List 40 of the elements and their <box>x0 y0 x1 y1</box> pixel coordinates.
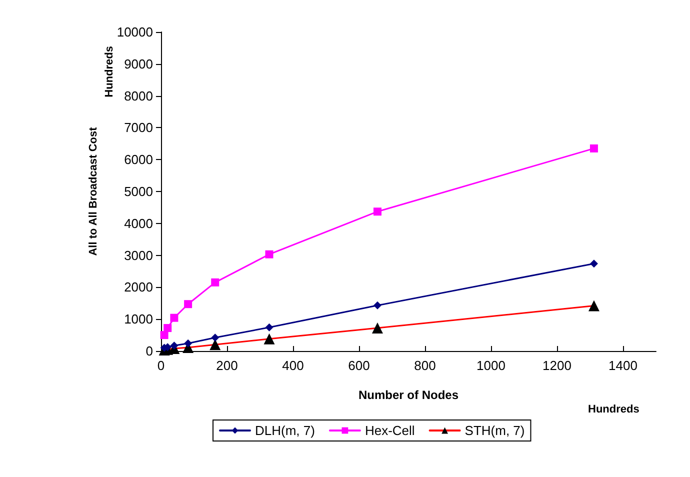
text: Hundreds <box>104 46 116 98</box>
y-axis-title: All to All Broadcast Cost <box>88 126 100 256</box>
point <box>164 324 172 332</box>
legend-label: Hex-Cell <box>364 423 415 438</box>
point <box>590 260 598 268</box>
point <box>170 314 178 322</box>
x-tick-label: 1200 <box>542 358 572 373</box>
y-tick-label: 1000 <box>124 312 153 327</box>
point <box>590 144 598 152</box>
x-tick-label: 600 <box>348 358 370 373</box>
y-tick-label: 3000 <box>124 248 153 263</box>
y-tick-label: 4000 <box>124 216 153 231</box>
point <box>184 300 192 308</box>
y-tick-label: 7000 <box>124 120 153 136</box>
x-tick-label: 200 <box>216 358 238 373</box>
point <box>184 339 192 348</box>
x-tick-label: 400 <box>282 358 304 373</box>
point <box>211 278 220 286</box>
x-tick-label: 0 <box>157 358 165 373</box>
y-tick-label: 9000 <box>124 56 153 72</box>
point <box>265 323 274 332</box>
y-tick-label: 2000 <box>124 280 153 295</box>
point <box>373 301 382 310</box>
y-tick-label: 10000 <box>116 24 153 40</box>
legend-label: DLH(m, 7) <box>255 423 315 438</box>
y-tick-label: 0 <box>146 344 153 358</box>
x-tick-label: 800 <box>414 358 436 373</box>
legend-label: STH(m, 7) <box>464 423 525 438</box>
y-tick-label: 5000 <box>124 184 153 199</box>
y-tick-label: 8000 <box>124 88 153 104</box>
point <box>373 208 382 216</box>
x-axis-title: Number of Nodes <box>358 388 459 402</box>
point <box>170 342 178 350</box>
x-tick-label: 1000 <box>476 358 506 373</box>
point <box>160 331 168 340</box>
text: Hundreds <box>588 404 640 416</box>
point <box>211 334 220 342</box>
point <box>265 250 274 258</box>
y-tick-label: 6000 <box>124 152 153 168</box>
x-tick-label: 1400 <box>608 358 638 373</box>
